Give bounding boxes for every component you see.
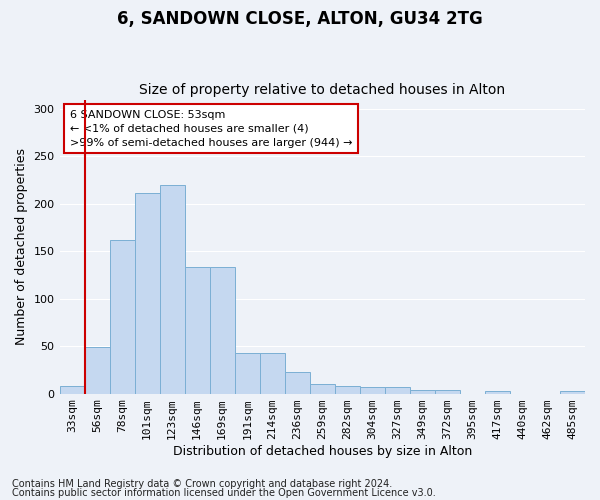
Bar (260, 353, 285, 394)
Bar (85, 347, 110, 394)
Bar (385, 387, 410, 394)
Bar (360, 387, 385, 394)
Text: Contains public sector information licensed under the Open Government Licence v3: Contains public sector information licen… (12, 488, 436, 498)
Text: 6 SANDOWN CLOSE: 53sqm
← <1% of detached houses are smaller (4)
>99% of semi-det: 6 SANDOWN CLOSE: 53sqm ← <1% of detached… (70, 110, 353, 148)
Title: Size of property relative to detached houses in Alton: Size of property relative to detached ho… (139, 83, 505, 97)
Text: Contains HM Land Registry data © Crown copyright and database right 2024.: Contains HM Land Registry data © Crown c… (12, 479, 392, 489)
Bar (485, 390, 510, 394)
Bar (134, 192, 160, 394)
Bar (209, 268, 235, 394)
Bar (435, 390, 460, 394)
Bar (185, 268, 209, 394)
Text: 6, SANDOWN CLOSE, ALTON, GU34 2TG: 6, SANDOWN CLOSE, ALTON, GU34 2TG (117, 10, 483, 28)
Bar (285, 372, 310, 394)
Bar (410, 390, 435, 394)
Bar (335, 386, 360, 394)
Bar (110, 240, 134, 394)
Y-axis label: Number of detached properties: Number of detached properties (15, 148, 28, 345)
X-axis label: Distribution of detached houses by size in Alton: Distribution of detached houses by size … (173, 444, 472, 458)
Bar (160, 185, 185, 394)
Bar (235, 353, 260, 394)
Bar (59, 386, 85, 394)
Bar (310, 384, 335, 394)
Bar (560, 390, 585, 394)
